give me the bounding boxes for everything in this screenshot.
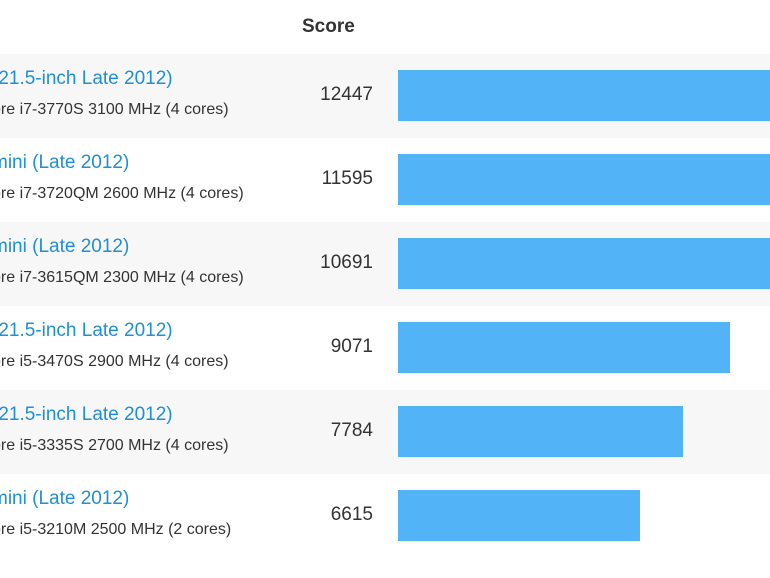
score-bar [398, 490, 641, 541]
table-row: (21.5-inch Late 2012) ore i5-3335S 2700 M… [0, 390, 770, 475]
processor-label: ore i5-3470S 2900 MHz (4 cores) [0, 353, 229, 370]
score-value: 12447 [320, 84, 373, 105]
score-bar [398, 322, 731, 373]
processor-label: ore i7-3770S 3100 MHz (4 cores) [0, 101, 229, 118]
score-value: 10691 [320, 252, 373, 273]
model-link[interactable]: mini (Late 2012) [0, 152, 130, 173]
processor-label: ore i5-3210M 2500 MHz (2 cores) [0, 521, 232, 538]
score-value: 11595 [321, 168, 373, 189]
table-row: mini (Late 2012) ore i7-3615QM 2300 MHz (… [0, 222, 770, 307]
processor-label: ore i7-3720QM 2600 MHz (4 cores) [0, 185, 244, 202]
processor-label: ore i7-3615QM 2300 MHz (4 cores) [0, 269, 244, 286]
model-link[interactable]: (21.5-inch Late 2012) [0, 68, 173, 89]
table-row: mini (Late 2012) ore i7-3720QM 2600 MHz (… [0, 138, 770, 223]
model-link[interactable]: mini (Late 2012) [0, 488, 130, 509]
processor-label: ore i5-3335S 2700 MHz (4 cores) [0, 437, 229, 454]
table-row: mini (Late 2012) ore i5-3210M 2500 MHz (2… [0, 474, 770, 558]
model-link[interactable]: (21.5-inch Late 2012) [0, 404, 173, 425]
score-bar [398, 238, 770, 289]
score-value: 9071 [330, 336, 373, 357]
model-link[interactable]: (21.5-inch Late 2012) [0, 320, 173, 341]
score-bar [398, 406, 684, 457]
score-bar [398, 70, 770, 121]
table-row: (21.5-inch Late 2012) ore i7-3770S 3100 M… [0, 54, 770, 139]
model-link[interactable]: mini (Late 2012) [0, 236, 130, 257]
table-row: (21.5-inch Late 2012) ore i5-3470S 2900 M… [0, 306, 770, 391]
score-value: 6615 [330, 504, 373, 525]
score-bar [398, 154, 770, 205]
table-header: Score [0, 0, 770, 55]
score-value: 7784 [330, 420, 373, 441]
score-column-header: Score [302, 16, 355, 37]
